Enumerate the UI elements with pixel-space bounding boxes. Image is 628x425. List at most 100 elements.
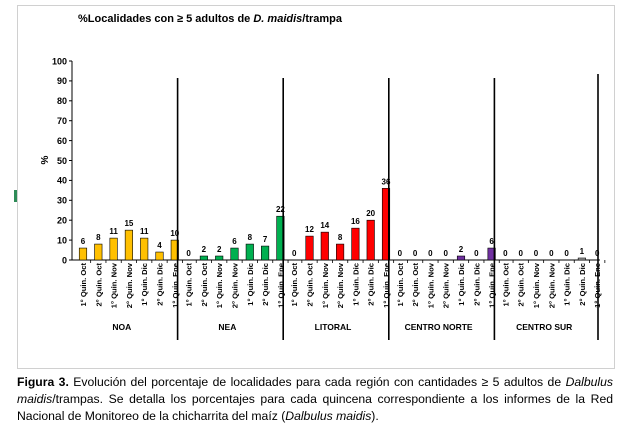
x-tick-label: 2° Quin. Nov: [336, 262, 345, 308]
x-tick-label: 1° Quin. Ene: [171, 263, 180, 308]
x-tick-label: 1° Quin. Nov: [110, 262, 119, 308]
x-tick-label: 1° Quin. Dic: [457, 263, 466, 306]
region-label: NOA: [112, 322, 131, 332]
data-label: 36: [382, 177, 391, 186]
data-label: 0: [398, 249, 403, 258]
y-tick-label: 100: [52, 56, 67, 66]
region-label: CENTRO SUR: [516, 322, 572, 332]
x-tick-label: 1° Quin. Nov: [426, 262, 435, 308]
region-label: NEA: [218, 322, 236, 332]
caption-text-3: ).: [371, 409, 379, 423]
bar: [320, 231, 329, 261]
bar: [366, 219, 375, 261]
data-label: 0: [186, 249, 191, 258]
bar: [215, 255, 224, 261]
y-tick-label: 40: [57, 176, 67, 186]
bar: [305, 235, 314, 261]
bar: [155, 251, 164, 261]
data-label: 2: [459, 245, 464, 254]
bar-chart: %Localidades con ≥ 5 adultos de D. maidi…: [40, 13, 606, 340]
data-label: 0: [292, 249, 297, 258]
x-tick-label: 1° Quin. Oct: [185, 263, 194, 307]
y-tick-label: 90: [57, 76, 67, 86]
data-label: 6: [489, 237, 494, 246]
x-tick-label: 1° Quin. Dic: [351, 263, 360, 306]
data-label: 8: [248, 233, 253, 242]
x-tick-label: 2° Quin. Oct: [306, 263, 315, 307]
bar: [230, 247, 239, 261]
x-tick-label: 1° Quin. Oct: [290, 263, 299, 307]
y-axis-label: %: [40, 155, 51, 164]
x-tick-label: 2° Quin. Dic: [578, 263, 587, 306]
x-tick-label: 2° Quin. Dic: [472, 263, 481, 306]
chart-title-species: D. maidis: [253, 13, 302, 25]
y-tick-label: 0: [62, 255, 67, 265]
x-tick-label: 1° Quin. Oct: [396, 263, 405, 307]
bar: [577, 257, 586, 261]
data-label: 0: [413, 249, 418, 258]
x-tick-label: 1° Quin. Ene: [382, 263, 391, 308]
bar: [140, 237, 149, 261]
x-tick-label: 1° Quin. Dic: [140, 263, 149, 306]
data-label: 0: [503, 249, 508, 258]
bar: [456, 255, 466, 261]
data-label: 20: [366, 209, 375, 218]
bar: [109, 237, 118, 261]
caption-text-1: Evolución del porcentaje de localidades …: [68, 375, 566, 389]
bar: [276, 215, 285, 261]
region-label: LITORAL: [315, 322, 352, 332]
x-tick-label: 2° Quin. Oct: [411, 263, 420, 307]
bar: [487, 247, 496, 261]
data-label: 10: [170, 229, 179, 238]
x-tick-label: 2° Quin. Dic: [261, 263, 270, 306]
data-label: 22: [276, 205, 285, 214]
x-tick-label: 1° Quin. Nov: [321, 262, 330, 308]
data-label: 15: [124, 219, 133, 228]
bar: [336, 243, 345, 261]
data-label: 16: [351, 217, 360, 226]
data-label: 8: [338, 233, 343, 242]
data-label: 7: [263, 235, 268, 244]
figure-caption: Figura 3. Evolución del porcentaje de lo…: [17, 374, 613, 425]
chart-title-prefix: %Localidades con ≥ 5 adultos de: [78, 13, 253, 25]
y-tick-label: 80: [57, 96, 67, 106]
data-label: 8: [96, 233, 101, 242]
data-label: 11: [140, 227, 149, 236]
y-tick-label: 20: [57, 216, 67, 226]
x-tick-label: 2° Quin. Nov: [442, 262, 451, 308]
chart-title-suffix: /trampa: [302, 13, 343, 25]
x-tick-label: 1° Quin. Dic: [563, 263, 572, 306]
bar: [170, 239, 179, 261]
x-tick-label: 1° Quin. Oct: [501, 263, 510, 307]
x-tick-label: 1° Quin. Oct: [79, 263, 88, 307]
x-tick-label: 2° Quin. Nov: [231, 262, 240, 308]
bar: [124, 229, 133, 261]
chart-frame: [17, 5, 615, 369]
data-label: 0: [549, 249, 554, 258]
caption-text-2: /trampas. Se detalla los porcentajes par…: [17, 392, 613, 423]
y-tick-label: 10: [57, 235, 67, 245]
bar: [78, 247, 88, 261]
data-label: 2: [202, 245, 207, 254]
region-label: CENTRO NORTE: [405, 322, 473, 332]
x-tick-label: 1° Quin. Nov: [532, 262, 541, 308]
data-label: 11: [109, 227, 118, 236]
data-label: 0: [518, 249, 523, 258]
x-tick-label: 2° Quin. Oct: [517, 263, 526, 307]
data-label: 0: [474, 249, 479, 258]
bar: [261, 245, 270, 261]
bar: [351, 227, 360, 261]
bar: [381, 188, 391, 261]
x-tick-label: 1° Quin. Ene: [276, 263, 285, 308]
bar: [245, 243, 254, 261]
data-label: 6: [232, 237, 237, 246]
x-tick-label: 1° Quin. Dic: [246, 263, 255, 306]
x-tick-label: 2° Quin. Dic: [156, 263, 165, 306]
data-label: 4: [157, 241, 162, 250]
y-tick-label: 60: [57, 136, 67, 146]
data-label: 2: [217, 245, 222, 254]
data-label: 0: [564, 249, 569, 258]
x-tick-label: 1° Quin. Nov: [215, 262, 224, 308]
caption-species-2: Dalbulus maidis: [285, 409, 372, 423]
